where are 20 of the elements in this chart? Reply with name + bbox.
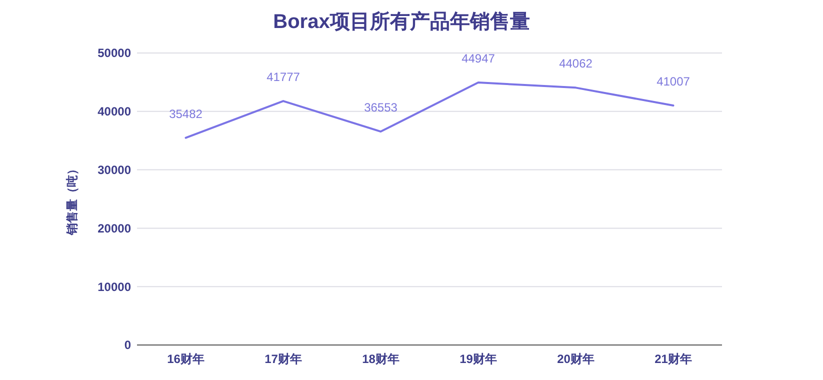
y-tick-label: 0 — [124, 338, 132, 352]
y-tick-label: 20000 — [98, 221, 132, 236]
x-tick-label: 17财年 — [264, 352, 302, 366]
y-tick-label: 40000 — [98, 104, 132, 119]
x-tick-label: 18财年 — [362, 352, 400, 366]
y-tick-label: 50000 — [98, 46, 132, 60]
data-label: 41777 — [266, 70, 300, 84]
x-tick-label: 19财年 — [460, 352, 497, 366]
y-tick-label: 10000 — [98, 280, 132, 294]
data-label: 41007 — [656, 74, 690, 89]
x-tick-label: 21财年 — [654, 352, 692, 366]
data-label: 44062 — [559, 56, 593, 71]
data-label: 36553 — [364, 100, 398, 115]
data-label: 44947 — [462, 52, 496, 66]
x-tick-label: 16财年 — [167, 352, 204, 366]
data-label: 35482 — [169, 106, 203, 121]
chart-title: Borax项目所有产品年销售量 — [273, 10, 530, 33]
x-tick-label: 20财年 — [557, 352, 594, 366]
y-axis-title: 销售量（吨） — [65, 163, 79, 236]
y-tick-label: 30000 — [98, 163, 132, 177]
